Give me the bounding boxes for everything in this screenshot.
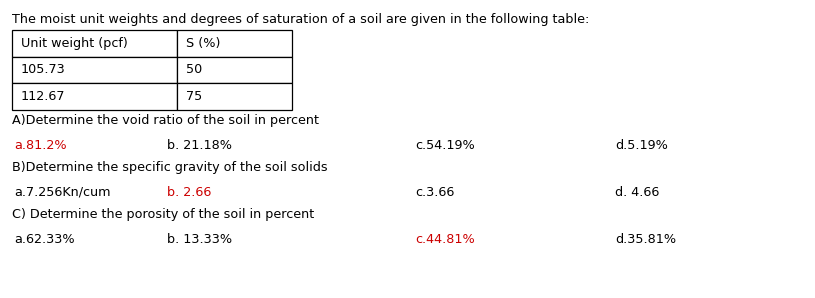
Text: c.44.81%: c.44.81% [416,232,475,246]
Bar [12,30,177,57]
Text: a.81.2%: a.81.2% [15,139,68,151]
Text: d.5.19%: d.5.19% [615,139,668,151]
Text: 75: 75 [186,90,202,103]
Text: S (%): S (%) [186,37,220,50]
Text: 105.73: 105.73 [21,63,66,76]
Text: Unit weight (pcf): Unit weight (pcf) [21,37,128,50]
Text: 50: 50 [186,63,202,76]
Bar [12,83,177,109]
Bar [177,57,292,83]
Text: B)Determine the specific gravity of the soil solids: B)Determine the specific gravity of the … [12,161,328,174]
Text: C) Determine the porosity of the soil in percent: C) Determine the porosity of the soil in… [12,208,315,221]
Text: b. 2.66: b. 2.66 [167,186,211,198]
Text: b. 13.33%: b. 13.33% [167,232,232,246]
Bar [12,57,177,83]
Text: The moist unit weights and degrees of saturation of a soil are given in the foll: The moist unit weights and degrees of sa… [12,13,589,26]
Text: d. 4.66: d. 4.66 [615,186,659,198]
Text: 112.67: 112.67 [21,90,65,103]
Text: b. 21.18%: b. 21.18% [167,139,232,151]
Text: c.3.66: c.3.66 [416,186,455,198]
Bar [177,83,292,109]
Text: c.54.19%: c.54.19% [416,139,475,151]
Text: a.62.33%: a.62.33% [15,232,75,246]
Bar [177,30,292,57]
Text: d.35.81%: d.35.81% [615,232,676,246]
Text: a.7.256Kn/cum: a.7.256Kn/cum [15,186,111,198]
Text: A)Determine the void ratio of the soil in percent: A)Determine the void ratio of the soil i… [12,114,319,127]
